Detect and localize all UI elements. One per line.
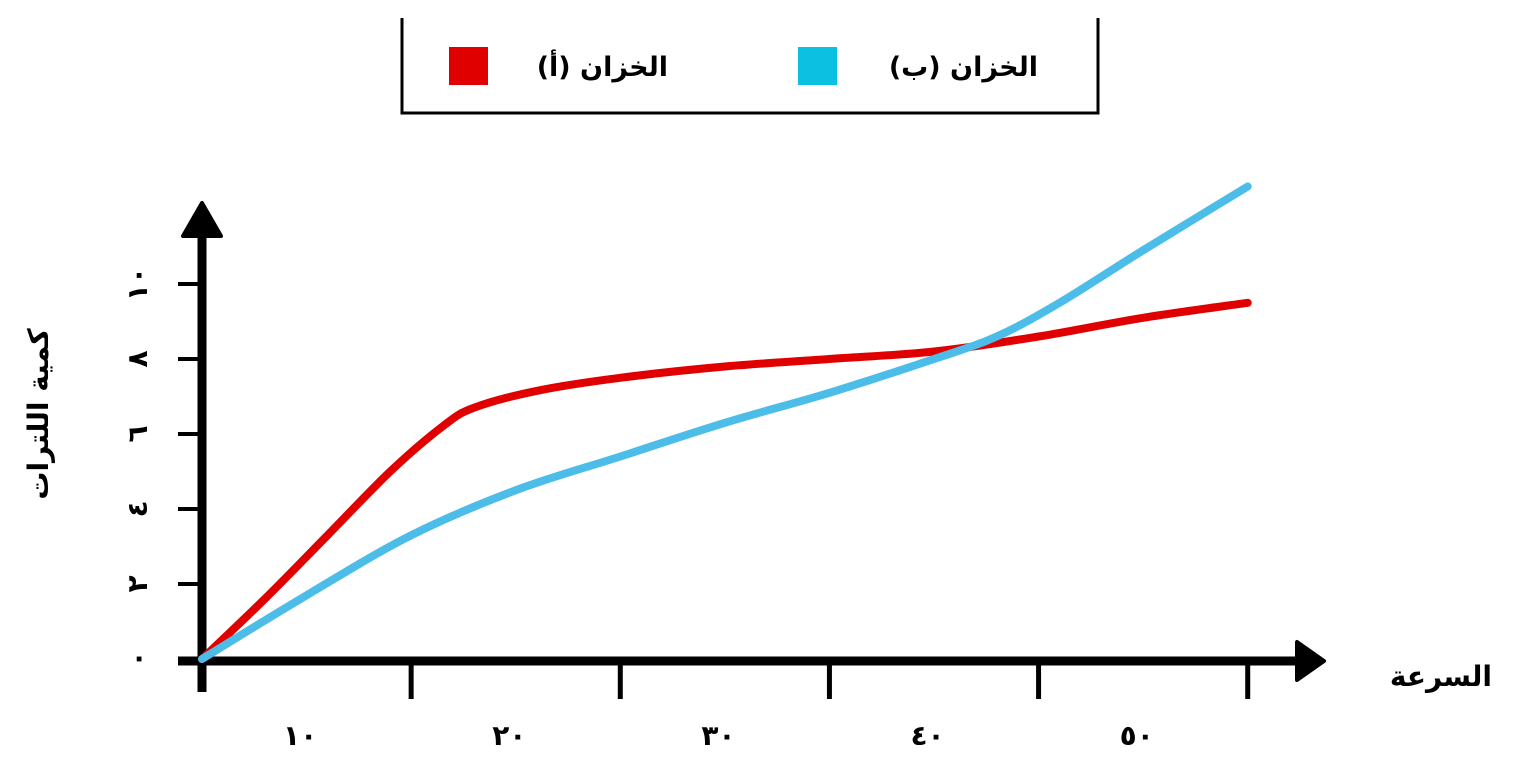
legend-border: [400, 18, 1100, 115]
y-tick-label: ٦: [121, 425, 154, 442]
legend-label-series-a: الخزان (أ): [537, 49, 668, 83]
x-tick-label: ٥٠: [1120, 719, 1154, 752]
legend: الخزان (أ) الخزان (ب): [400, 18, 1100, 115]
series-line-tank-b: [198, 182, 1252, 663]
y-tick-label: ٤: [121, 500, 154, 517]
y-tick-label: ٢: [121, 575, 154, 592]
series-line-tank-a: [198, 298, 1252, 663]
legend-swatch-series-b: [798, 47, 837, 85]
y-tick-label: ٠: [121, 650, 154, 667]
y-axis-title: كمية اللترات: [22, 328, 55, 500]
legend-label-series-b: الخزان (ب): [889, 52, 1038, 83]
x-tick-label: ٢٠: [492, 719, 526, 752]
x-axis-arrowhead: [1295, 640, 1326, 682]
x-tick-label: ٣٠: [701, 719, 735, 752]
legend-swatch-series-a: [449, 47, 488, 85]
x-tick-label: ٤٠: [910, 719, 944, 752]
y-tick-label: ١٠: [121, 267, 154, 301]
x-tick-label: ١٠: [283, 719, 317, 752]
x-axis-title: السرعة: [1390, 660, 1492, 693]
y-tick-label: ٨: [121, 350, 154, 367]
y-axis-arrowhead: [181, 201, 223, 238]
